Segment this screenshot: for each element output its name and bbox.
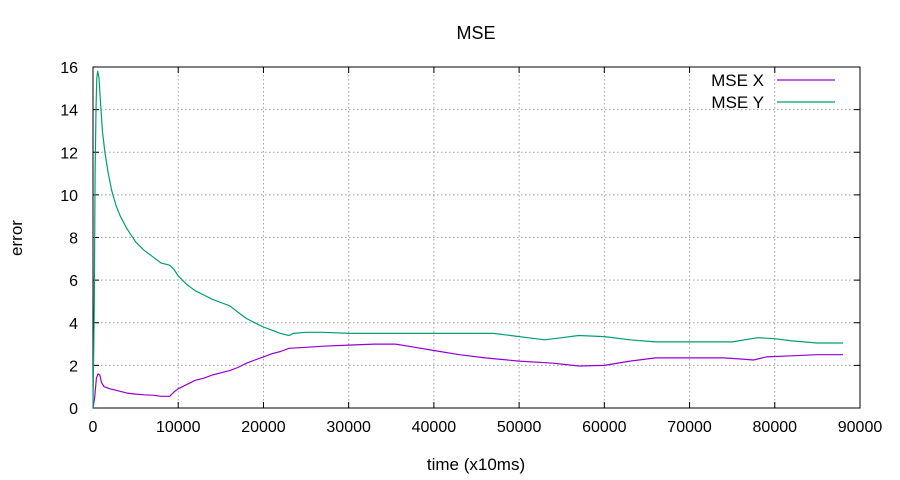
x-tick-label: 90000 xyxy=(838,419,883,436)
y-tick-label: 10 xyxy=(60,188,78,205)
y-tick-label: 12 xyxy=(60,145,78,162)
grid-layer xyxy=(93,67,860,408)
x-axis-title: time (x10ms) xyxy=(427,455,525,474)
x-tick-label: 50000 xyxy=(497,419,542,436)
x-tick-label: 30000 xyxy=(326,419,371,436)
y-tick-label: 0 xyxy=(69,401,78,418)
legend-label: MSE Y xyxy=(711,93,764,112)
y-tick-label: 2 xyxy=(69,358,78,375)
y-tick-label: 8 xyxy=(69,231,78,248)
y-axis-title: error xyxy=(7,220,26,256)
legend: MSE X MSE Y xyxy=(711,71,835,112)
x-tick-label: 0 xyxy=(89,419,98,436)
ticks-layer: 0 10000 20000 30000 40000 50000 60000 70000 8000… xyxy=(60,60,882,436)
x-tick-label: 60000 xyxy=(582,419,627,436)
y-tick-label: 16 xyxy=(60,60,78,77)
x-tick-label: 40000 xyxy=(412,419,457,436)
legend-label: MSE X xyxy=(711,71,764,90)
x-tick-label: 10000 xyxy=(156,419,201,436)
series-layer xyxy=(92,70,843,409)
y-tick-label: 4 xyxy=(69,316,78,333)
chart-title: MSE xyxy=(456,23,495,43)
y-tick-label: 6 xyxy=(69,273,78,290)
series-line-mse-y xyxy=(92,70,843,409)
x-tick-label: 70000 xyxy=(667,419,712,436)
y-tick-label: 14 xyxy=(60,103,78,120)
x-tick-label: 20000 xyxy=(241,419,286,436)
x-tick-label: 80000 xyxy=(753,419,798,436)
series-line-mse-x xyxy=(92,343,843,409)
